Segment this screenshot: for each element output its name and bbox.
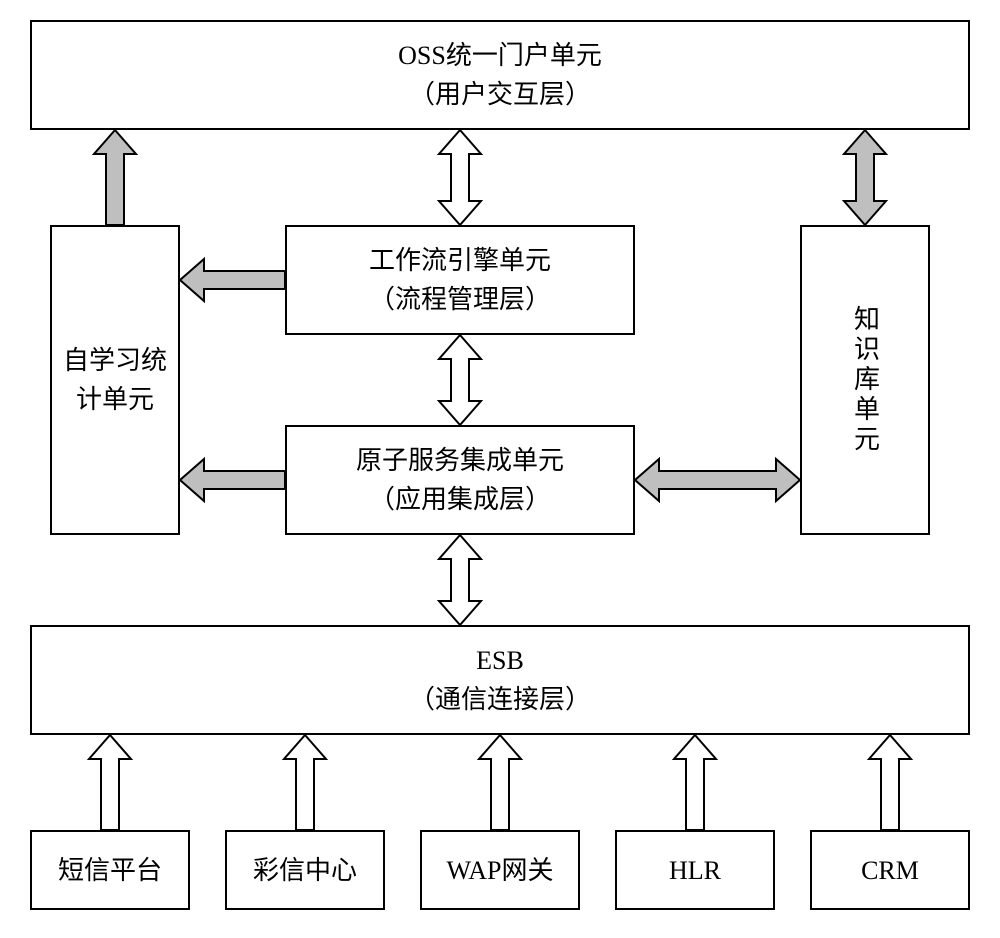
arrow-hlr-esb (674, 735, 716, 830)
arrow-atomic-knowledge (635, 459, 800, 501)
arrow-crm-esb (869, 735, 911, 830)
diagram-canvas: OSS统一门户单元 （用户交互层） 自学习统 计单元 工作流引擎单元 （流程管理… (0, 0, 1000, 938)
arrow-atomic-esb (439, 535, 481, 625)
arrow-mms-esb (284, 735, 326, 830)
arrow-selflearn-to-oss (94, 130, 136, 225)
arrow-atomic-selflearn (180, 459, 285, 501)
arrow-oss-knowledge (844, 130, 886, 225)
arrow-workflow-atomic (439, 335, 481, 425)
arrow-wap-esb (479, 735, 521, 830)
arrow-oss-workflow (439, 130, 481, 225)
arrows-layer (0, 0, 1000, 938)
arrow-sms-esb (89, 735, 131, 830)
arrow-workflow-selflearn (180, 259, 285, 301)
